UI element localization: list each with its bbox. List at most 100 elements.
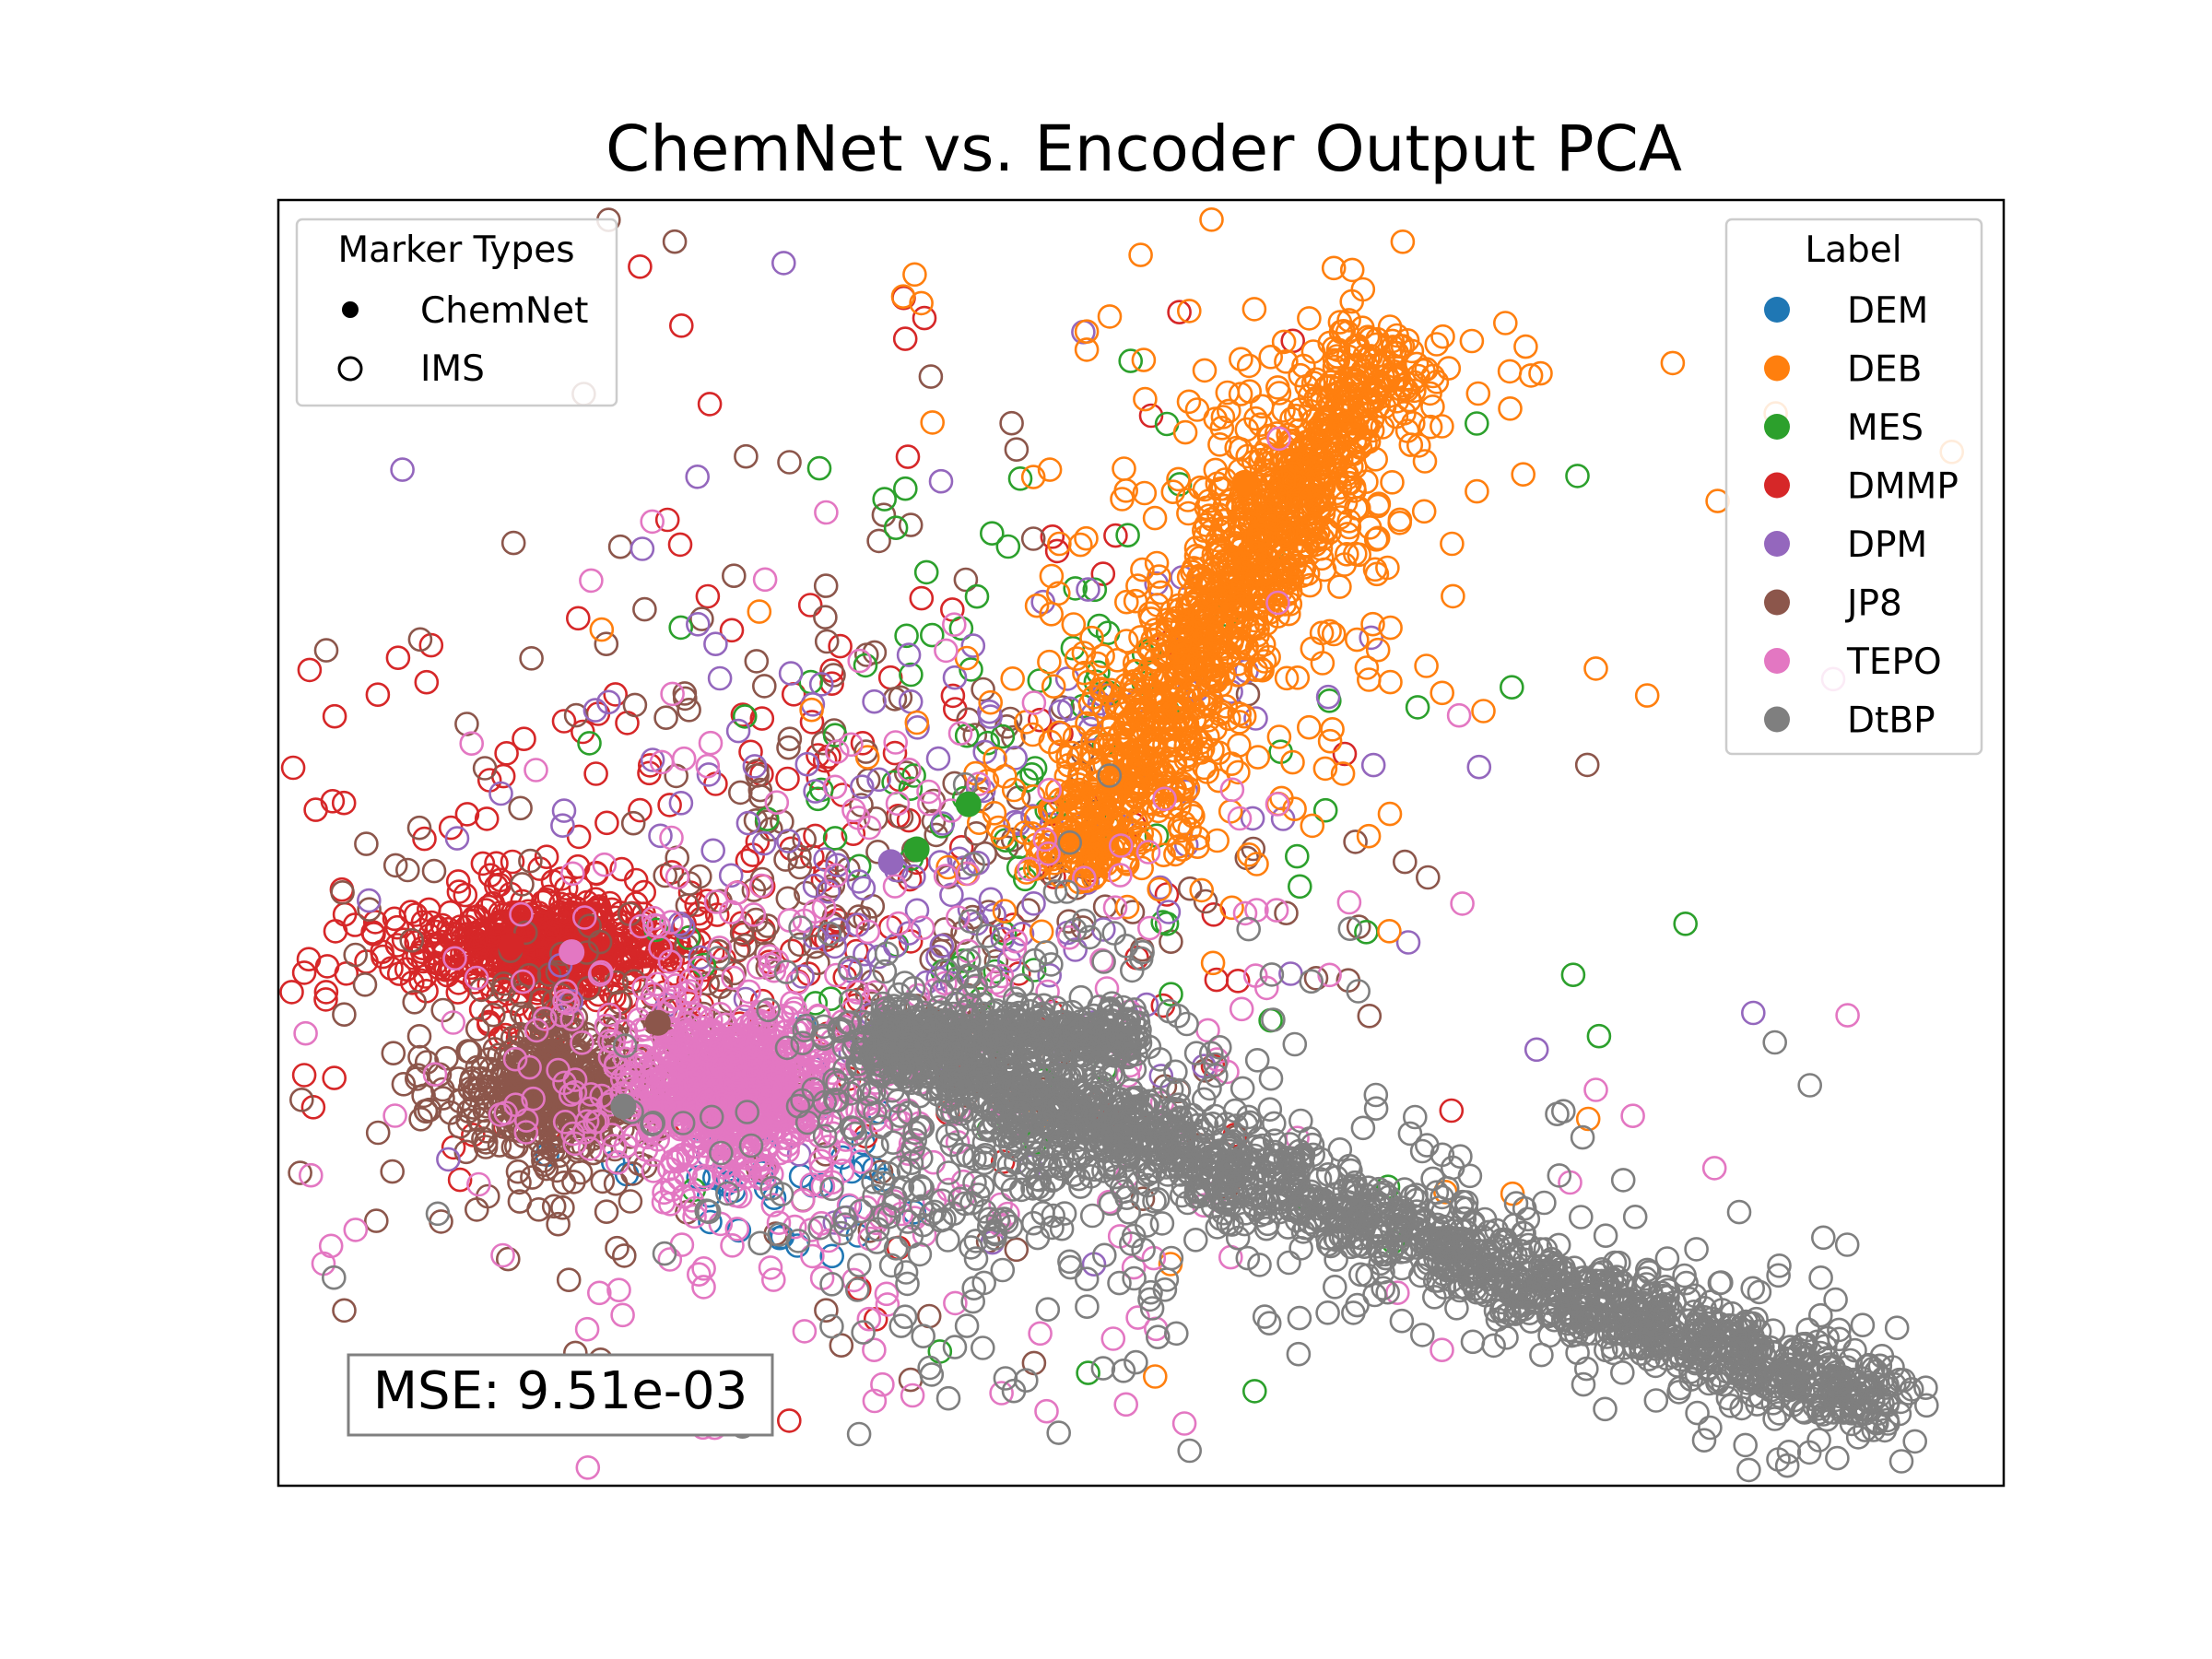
ims-point-tepo [1100,1326,1126,1351]
ims-point-jp8 [541,1194,567,1219]
ims-point-jp8 [332,1298,357,1324]
ims-point-deb [1380,469,1405,495]
plot-area [279,207,1964,1483]
ims-point-jp8 [382,853,408,878]
ims-point-jp8 [473,1130,499,1155]
ims-point-dmmp [657,793,682,818]
ims-point-jp8 [421,858,447,884]
ims-point-jp8 [1574,752,1600,778]
ims-point-deb [1200,950,1226,976]
ims-point-deb [1377,918,1402,944]
ims-point-mes [1312,797,1338,823]
ims-point-dmmp [331,790,357,816]
ims-point-deb [1199,207,1224,232]
ims-point-jp8 [814,629,840,654]
ims-point-dmmp [322,703,347,729]
ims-point-tepo [942,612,967,638]
ims-point-jp8 [734,443,759,469]
ims-point-dmmp [557,901,582,926]
ims-point-dtbp [1257,1097,1283,1122]
ims-point-dmmp [912,305,937,331]
ims-point-mes [1560,962,1586,987]
ims-point-tepo [885,791,911,817]
ims-point-deb [1245,745,1271,770]
ims-point-deb [904,710,930,735]
ims-point-jp8 [751,674,777,699]
ims-point-deb [1207,431,1232,457]
ims-point-dpm [1524,1037,1549,1063]
ims-point-dmmp [403,902,429,927]
ims-point-deb [1440,531,1465,557]
ims-point-jp8 [594,1199,619,1224]
ims-point-dmmp [1006,961,1031,986]
ims-point-tepo [610,1302,635,1328]
ims-point-jp8 [512,920,538,946]
ims-point-deb [1131,347,1157,372]
ims-point-dmmp [443,954,469,979]
ims-point-jp8 [429,1077,455,1102]
ims-point-dtbp [1149,1211,1175,1236]
ims-point-dmmp [410,910,436,935]
ims-point-jp8 [813,573,839,598]
ims-point-deb [1192,358,1218,383]
ims-point-deb [1511,462,1535,488]
ims-point-jp8 [620,810,646,836]
ims-point-mes [1288,874,1312,900]
ims-point-tepo [459,731,485,757]
ims-point-deb [1498,395,1523,421]
ims-point-jp8 [544,1158,570,1183]
ims-point-tepo [814,500,839,525]
ims-point-deb [920,410,946,435]
ims-point-jp8 [1016,898,1041,924]
ims-point-jp8 [751,920,777,946]
ims-point-dpm [960,633,986,658]
ims-point-dmmp [468,997,494,1022]
ims-point-mes [1076,1360,1100,1385]
ims-point-tepo [1450,891,1475,916]
ims-point-deb [1365,637,1391,663]
ims-point-tepo [1446,702,1472,728]
ims-point-jp8 [495,1246,521,1272]
ims-point-deb [1411,499,1437,524]
ims-point-dmmp [877,665,903,690]
ims-point-jp8 [500,1058,525,1084]
ims-point-tepo [900,1382,925,1408]
ims-point-jp8 [1020,526,1046,551]
ims-point-mes [1500,675,1524,700]
ims-point-jp8 [849,793,874,818]
ims-point-jp8 [747,777,773,803]
ims-point-mes [1586,1023,1612,1049]
ims-point-dmmp [1138,403,1164,429]
ims-point-dmmp [609,856,634,882]
ims-point-jp8 [898,512,924,537]
ims-point-dmmp [405,943,430,969]
ims-point-tepo [574,1316,600,1342]
ims-point-jp8 [406,1024,432,1049]
ims-point-dpm [905,714,930,740]
ims-point-tepo [1113,1392,1138,1418]
ims-point-dmmp [1332,741,1358,767]
ims-point-deb [1041,674,1066,700]
ims-point-dmmp [735,848,760,874]
ims-point-jp8 [519,645,544,671]
ims-point-dpm [1360,752,1386,778]
ims-point-mes [1019,761,1044,787]
ims-point-jp8 [632,596,657,622]
ims-point-mes [1242,1379,1267,1404]
ims-point-dem [726,1218,752,1243]
ims-point-dmmp [612,946,638,971]
ims-point-deb [1660,350,1686,376]
ims-point-jp8 [653,863,678,888]
ims-point-deb [1172,419,1198,445]
ims-point-dpm [725,718,751,744]
ims-point-jp8 [472,756,498,781]
ims-point-dpm [778,661,804,686]
ims-point-dem [698,1209,723,1235]
ims-point-dpm [978,887,1004,912]
ims-point-dmmp [438,900,463,925]
ims-point-deb [1493,311,1518,335]
ims-point-dmmp [940,683,966,709]
ims-point-jp8 [516,962,542,988]
ims-point-tepo [575,1455,601,1480]
ims-point-jp8 [464,1197,489,1222]
